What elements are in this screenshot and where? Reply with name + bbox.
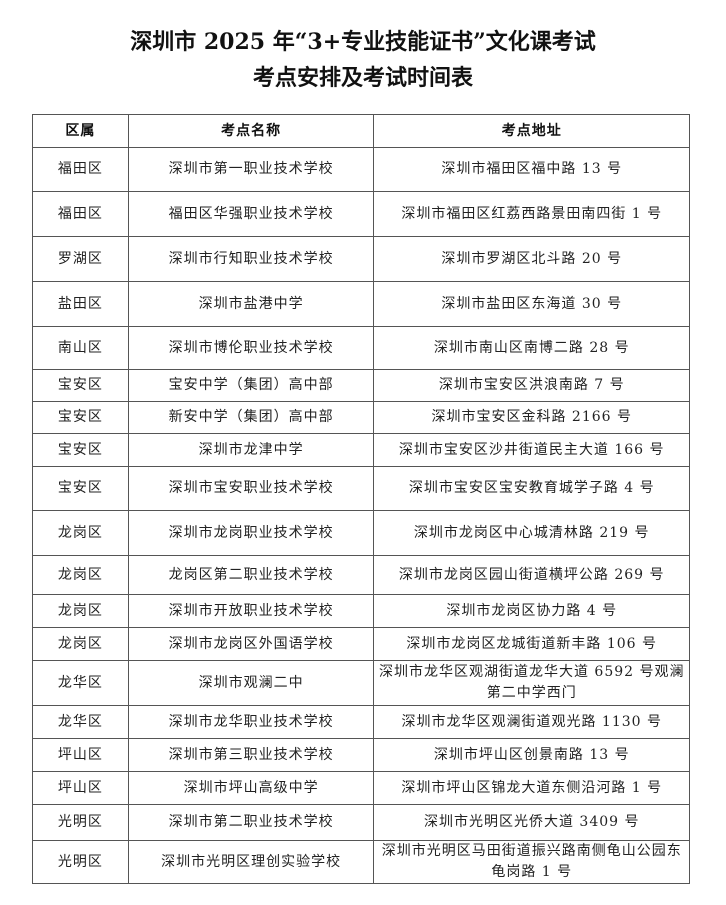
site-address-cell: 深圳市罗湖区北斗路 20 号 [373, 236, 690, 282]
table-header-row: 区属 考点名称 考点地址 [32, 114, 690, 148]
table-row: 宝安区 深圳市宝安职业技术学校 深圳市宝安区宝安教育城学子路 4 号 [32, 466, 690, 511]
header-site-address: 考点地址 [373, 114, 690, 148]
site-name-cell: 深圳市坪山高级中学 [127, 771, 375, 805]
district-cell: 龙华区 [32, 660, 129, 706]
site-name-cell: 深圳市开放职业技术学校 [127, 594, 375, 628]
site-name-cell: 深圳市龙岗区外国语学校 [127, 627, 375, 661]
table-row: 坪山区 深圳市第三职业技术学校 深圳市坪山区创景南路 13 号 [32, 738, 690, 772]
table-row: 福田区 深圳市第一职业技术学校 深圳市福田区福中路 13 号 [32, 147, 690, 192]
site-address-cell: 深圳市龙岗区协力路 4 号 [373, 594, 690, 628]
district-cell: 龙岗区 [32, 510, 129, 556]
district-cell: 光明区 [32, 804, 129, 841]
table-row: 光明区 深圳市光明区理创实验学校 深圳市光明区马田街道振兴路南侧龟山公园东龟岗路 1… [32, 840, 690, 884]
district-cell: 福田区 [32, 191, 129, 237]
site-name-cell: 宝安中学（集团）高中部 [127, 369, 375, 402]
site-address-cell: 深圳市宝安区金科路 2166 号 [373, 401, 690, 434]
table-row: 龙岗区 龙岗区第二职业技术学校 深圳市龙岗区园山街道横坪公路 269 号 [32, 555, 690, 595]
site-name-cell: 龙岗区第二职业技术学校 [127, 555, 375, 595]
table-row: 光明区 深圳市第二职业技术学校 深圳市光明区光侨大道 3409 号 [32, 804, 690, 841]
site-name-cell: 深圳市光明区理创实验学校 [127, 840, 375, 884]
site-address-cell: 深圳市南山区南博二路 28 号 [373, 326, 690, 370]
district-cell: 盐田区 [32, 281, 129, 327]
site-name-cell: 深圳市第一职业技术学校 [127, 147, 375, 192]
table-row: 南山区 深圳市博伦职业技术学校 深圳市南山区南博二路 28 号 [32, 326, 690, 370]
site-name-cell: 深圳市龙岗职业技术学校 [127, 510, 375, 556]
site-name-cell: 深圳市龙华职业技术学校 [127, 705, 375, 739]
site-address-cell: 深圳市坪山区锦龙大道东侧沿河路 1 号 [373, 771, 690, 805]
district-cell: 龙华区 [32, 705, 129, 739]
table-row: 坪山区 深圳市坪山高级中学 深圳市坪山区锦龙大道东侧沿河路 1 号 [32, 771, 690, 805]
site-name-cell: 福田区华强职业技术学校 [127, 191, 375, 237]
header-district: 区属 [32, 114, 129, 148]
district-cell: 光明区 [32, 840, 129, 884]
table-row: 福田区 福田区华强职业技术学校 深圳市福田区红荔西路景田南四街 1 号 [32, 191, 690, 237]
district-cell: 龙岗区 [32, 555, 129, 595]
table-row: 龙华区 深圳市龙华职业技术学校 深圳市龙华区观澜街道观光路 1130 号 [32, 705, 690, 739]
site-name-cell: 深圳市宝安职业技术学校 [127, 466, 375, 511]
document-title-line1: 深圳市 2025 年“3+专业技能证书”文化课考试 [130, 29, 596, 55]
table-row: 宝安区 宝安中学（集团）高中部 深圳市宝安区洪浪南路 7 号 [32, 369, 690, 402]
site-address-cell: 深圳市龙华区观湖街道龙华大道 6592 号观澜第二中学西门 [373, 660, 690, 706]
site-address-cell: 深圳市福田区福中路 13 号 [373, 147, 690, 192]
exam-site-table: 区属 考点名称 考点地址 福田区 深圳市第一职业技术学校 深圳市福田区福中路 13 … [32, 114, 690, 884]
site-name-cell: 深圳市第二职业技术学校 [127, 804, 375, 841]
site-name-cell: 深圳市第三职业技术学校 [127, 738, 375, 772]
site-address-cell: 深圳市龙岗区中心城清林路 219 号 [373, 510, 690, 556]
district-cell: 龙岗区 [32, 594, 129, 628]
site-address-cell: 深圳市龙华区观澜街道观光路 1130 号 [373, 705, 690, 739]
site-address-cell: 深圳市宝安区沙井街道民主大道 166 号 [373, 433, 690, 467]
district-cell: 罗湖区 [32, 236, 129, 282]
table-row: 盐田区 深圳市盐港中学 深圳市盐田区东海道 30 号 [32, 281, 690, 327]
site-name-cell: 深圳市龙津中学 [127, 433, 375, 467]
table-row: 龙岗区 深圳市开放职业技术学校 深圳市龙岗区协力路 4 号 [32, 594, 690, 628]
site-name-cell: 深圳市博伦职业技术学校 [127, 326, 375, 370]
site-name-cell: 新安中学（集团）高中部 [127, 401, 375, 434]
header-site-name: 考点名称 [127, 114, 375, 148]
district-cell: 南山区 [32, 326, 129, 370]
district-cell: 坪山区 [32, 771, 129, 805]
table-row: 罗湖区 深圳市行知职业技术学校 深圳市罗湖区北斗路 20 号 [32, 236, 690, 282]
district-cell: 福田区 [32, 147, 129, 192]
table-row: 龙岗区 深圳市龙岗区外国语学校 深圳市龙岗区龙城街道新丰路 106 号 [32, 627, 690, 661]
table-row: 宝安区 新安中学（集团）高中部 深圳市宝安区金科路 2166 号 [32, 401, 690, 434]
site-address-cell: 深圳市光明区马田街道振兴路南侧龟山公园东龟岗路 1 号 [373, 840, 690, 884]
district-cell: 宝安区 [32, 369, 129, 402]
site-address-cell: 深圳市龙岗区龙城街道新丰路 106 号 [373, 627, 690, 661]
site-address-cell: 深圳市福田区红荔西路景田南四街 1 号 [373, 191, 690, 237]
site-address-cell: 深圳市光明区光侨大道 3409 号 [373, 804, 690, 841]
site-address-cell: 深圳市盐田区东海道 30 号 [373, 281, 690, 327]
site-name-cell: 深圳市行知职业技术学校 [127, 236, 375, 282]
district-cell: 宝安区 [32, 433, 129, 467]
site-name-cell: 深圳市观澜二中 [127, 660, 375, 706]
district-cell: 宝安区 [32, 466, 129, 511]
site-address-cell: 深圳市宝安区宝安教育城学子路 4 号 [373, 466, 690, 511]
site-address-cell: 深圳市龙岗区园山街道横坪公路 269 号 [373, 555, 690, 595]
district-cell: 坪山区 [32, 738, 129, 772]
table-row: 宝安区 深圳市龙津中学 深圳市宝安区沙井街道民主大道 166 号 [32, 433, 690, 467]
district-cell: 龙岗区 [32, 627, 129, 661]
district-cell: 宝安区 [32, 401, 129, 434]
site-address-cell: 深圳市宝安区洪浪南路 7 号 [373, 369, 690, 402]
table-row: 龙华区 深圳市观澜二中 深圳市龙华区观湖街道龙华大道 6592 号观澜第二中学西门 [32, 660, 690, 706]
document-title-line2: 考点安排及考试时间表 [252, 65, 473, 91]
site-name-cell: 深圳市盐港中学 [127, 281, 375, 327]
site-address-cell: 深圳市坪山区创景南路 13 号 [373, 738, 690, 772]
table-row: 龙岗区 深圳市龙岗职业技术学校 深圳市龙岗区中心城清林路 219 号 [32, 510, 690, 556]
